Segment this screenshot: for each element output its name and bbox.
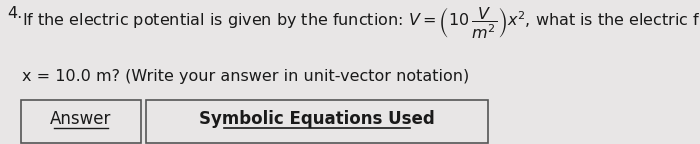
Text: x = 10.0 m? (Write your answer in unit-vector notation): x = 10.0 m? (Write your answer in unit-v… <box>22 69 469 84</box>
Text: Answer: Answer <box>50 110 111 128</box>
Text: If the electric potential is given by the function: $V = \left(10\,\dfrac{V}{m^2: If the electric potential is given by th… <box>22 6 700 41</box>
FancyBboxPatch shape <box>146 100 488 143</box>
FancyBboxPatch shape <box>21 100 141 143</box>
Text: 4.: 4. <box>7 6 22 21</box>
Text: Symbolic Equations Used: Symbolic Equations Used <box>199 110 435 128</box>
